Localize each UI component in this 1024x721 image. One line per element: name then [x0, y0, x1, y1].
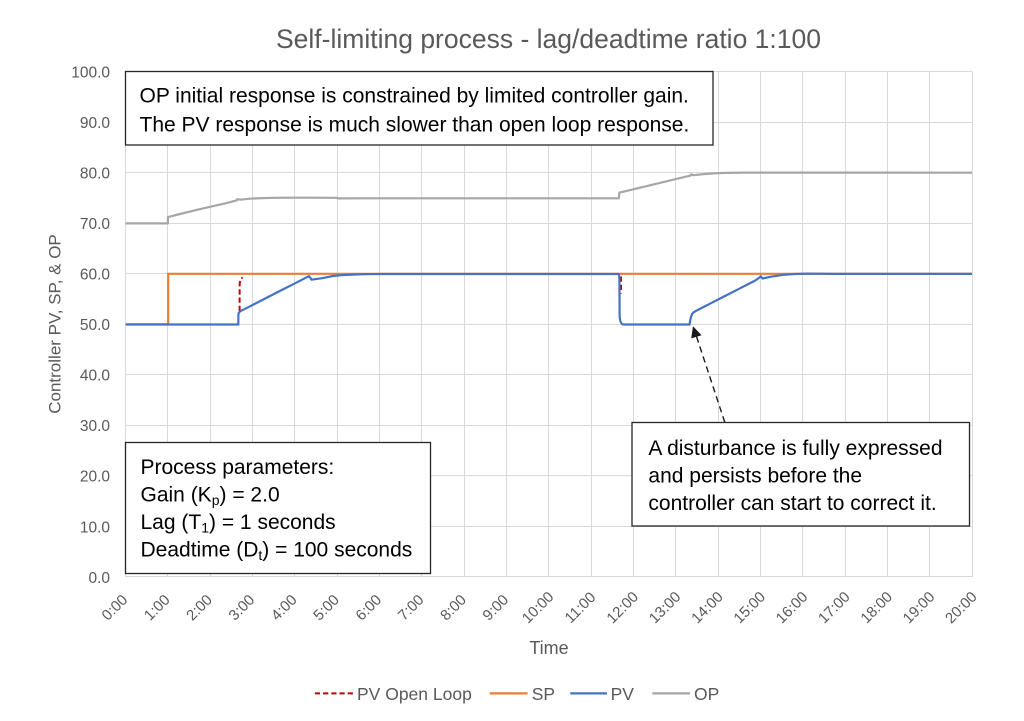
svg-text:10.0: 10.0: [80, 519, 111, 536]
svg-text:60.0: 60.0: [80, 267, 111, 284]
svg-text:Process parameters:: Process parameters:: [141, 456, 335, 479]
svg-text:controller can start to correc: controller can start to correct it.: [648, 492, 936, 515]
svg-text:Lag (T1) = 1 seconds: Lag (T1) = 1 seconds: [141, 511, 336, 536]
svg-text:and persists before the: and persists before the: [648, 464, 862, 487]
svg-text:20.0: 20.0: [80, 469, 111, 486]
svg-text:80.0: 80.0: [80, 166, 111, 183]
svg-text:100.0: 100.0: [71, 65, 110, 82]
svg-text:Gain (Kp) = 2.0: Gain (Kp) = 2.0: [141, 483, 280, 508]
svg-text:The PV response is much slower: The PV response is much slower than open…: [140, 113, 690, 136]
svg-text:Self-limiting process - lag/de: Self-limiting process - lag/deadtime rat…: [276, 24, 821, 54]
svg-text:50.0: 50.0: [80, 317, 111, 334]
svg-text:90.0: 90.0: [80, 115, 111, 132]
svg-text:40.0: 40.0: [80, 368, 111, 385]
svg-text:A disturbance is fully express: A disturbance is fully expressed: [648, 437, 942, 460]
svg-text:Time: Time: [529, 638, 568, 658]
svg-text:Deadtime (Dt) = 100 seconds: Deadtime (Dt) = 100 seconds: [141, 539, 413, 564]
svg-text:70.0: 70.0: [80, 216, 111, 233]
svg-text:PV: PV: [611, 684, 635, 704]
svg-text:PV Open Loop: PV Open Loop: [357, 684, 472, 704]
svg-text:0.0: 0.0: [88, 570, 110, 587]
svg-text:Controller PV, SP, & OP: Controller PV, SP, & OP: [46, 234, 65, 414]
svg-text:30.0: 30.0: [80, 418, 111, 435]
svg-text:OP: OP: [694, 684, 719, 704]
svg-text:OP initial response is constra: OP initial response is constrained by li…: [140, 85, 689, 108]
svg-text:SP: SP: [532, 684, 555, 704]
